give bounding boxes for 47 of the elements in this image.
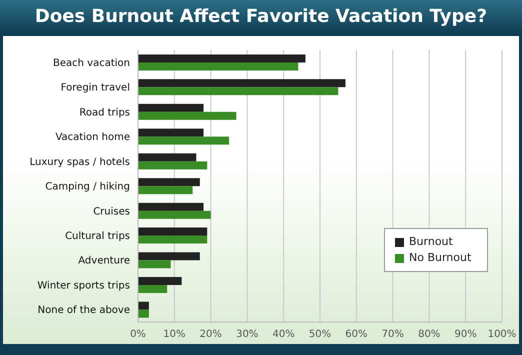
bar [138, 136, 229, 145]
chart-title: Does Burnout Affect Favorite Vacation Type? [0, 0, 522, 34]
x-tick-label: 50% [308, 329, 332, 340]
x-tick-label: 30% [236, 329, 258, 340]
bar [138, 228, 208, 236]
y-tick-label: Vacation home [55, 132, 130, 144]
bar [138, 128, 204, 137]
legend-label: Burnout [409, 234, 453, 250]
x-tick-label: 60% [345, 329, 368, 340]
bar [138, 202, 204, 211]
bar [138, 252, 200, 260]
bar [138, 302, 149, 310]
bar [138, 260, 171, 268]
x-tick-label: 90% [454, 329, 477, 340]
bar [138, 112, 236, 120]
bar [138, 178, 200, 186]
y-tick-label: Adventure [78, 256, 130, 267]
bar [138, 284, 168, 293]
bar [138, 153, 196, 162]
bar [138, 104, 204, 112]
bar [138, 161, 208, 170]
bar [138, 62, 298, 70]
x-tick-label: 0% [130, 329, 146, 340]
bar [138, 186, 193, 194]
x-tick-label: 40% [272, 329, 295, 340]
x-tick-label: 70% [382, 329, 404, 340]
y-tick-label: None of the above [38, 305, 130, 316]
y-tick-label: Cruises [93, 206, 130, 218]
bar [138, 87, 338, 96]
y-tick-label: Winter sports trips [37, 280, 130, 292]
bar [138, 310, 149, 318]
y-tick-label: Cultural trips [65, 231, 130, 242]
x-tick-label: 10% [163, 329, 186, 340]
bar [138, 236, 208, 244]
legend-label: No Burnout [409, 250, 472, 266]
bar [138, 54, 306, 62]
y-tick-label: Beach vacation [53, 58, 130, 69]
x-tick-label: 100% [488, 329, 516, 340]
bar [138, 210, 211, 219]
y-tick-label: Luxury spas / hotels [30, 156, 130, 168]
y-tick-label: Road trips [79, 107, 130, 118]
bar [138, 79, 346, 88]
y-tick-label: Foregin travel [60, 82, 130, 94]
x-tick-label: 20% [200, 329, 222, 340]
bar [138, 276, 182, 285]
y-tick-label: Camping / hiking [45, 182, 130, 193]
x-tick-label: 80% [418, 329, 440, 340]
